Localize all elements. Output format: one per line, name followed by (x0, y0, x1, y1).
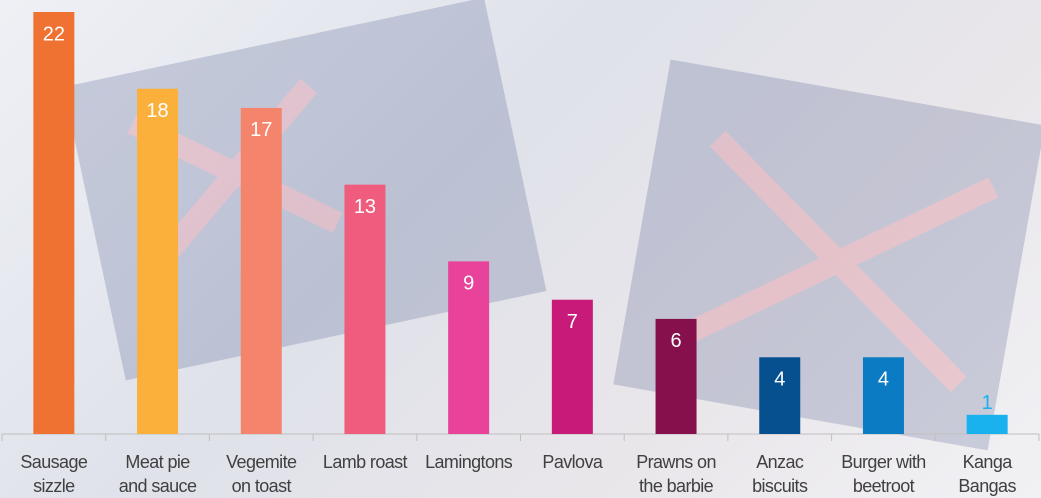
value-label: 18 (146, 100, 168, 122)
x-tick-label: Lamingtons (425, 452, 513, 472)
bar (448, 261, 490, 434)
value-label: 22 (43, 23, 65, 45)
bar (137, 88, 179, 435)
x-tick-label: Vegemite on toast (226, 452, 297, 496)
x-tick-label: Burger with beetroot (841, 452, 926, 496)
x-tick-label: Lamb roast (322, 452, 408, 472)
value-label: 4 (774, 369, 785, 391)
x-tick-label: Anzac biscuits (752, 452, 808, 496)
x-tick-label: Prawns on the barbie (636, 452, 716, 496)
bar (240, 107, 282, 434)
bar (966, 414, 1008, 434)
x-tick-label: Sausage sizzle (20, 452, 88, 496)
value-label: 7 (567, 311, 578, 333)
bar (344, 184, 386, 434)
bar (759, 357, 801, 434)
value-label: 4 (878, 369, 889, 391)
background-flags (63, 0, 1041, 451)
value-label: 17 (250, 119, 272, 141)
x-tick-label: Meat pie and sauce (118, 452, 197, 496)
value-label: 9 (463, 273, 474, 295)
x-tick-label: Pavlova (542, 452, 603, 472)
value-label: 13 (354, 196, 376, 218)
value-label: 6 (670, 330, 681, 352)
x-tick-label: Kanga Bangas (958, 452, 1016, 496)
bar (862, 357, 904, 434)
bar (655, 318, 697, 434)
bar (551, 299, 593, 434)
value-label: 1 (982, 392, 993, 414)
bar (33, 12, 75, 434)
